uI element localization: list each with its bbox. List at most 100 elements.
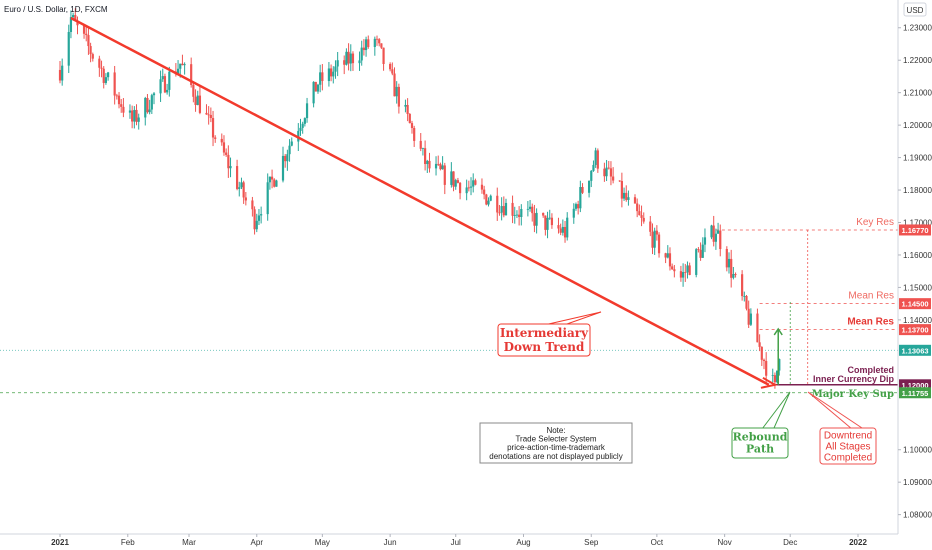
candle-body <box>765 361 768 376</box>
completed-label: Completed <box>847 365 894 375</box>
candle-body <box>441 165 444 170</box>
candle-body <box>181 63 184 66</box>
rebound-callout-text: Path <box>746 443 774 456</box>
candle-body <box>465 187 468 194</box>
x-tick-label: May <box>315 538 330 547</box>
y-tick-label: 1.08000 <box>903 511 932 520</box>
candle-body <box>347 51 350 64</box>
candle-body <box>561 226 564 233</box>
candle-body <box>640 215 643 218</box>
candle-body <box>681 272 685 278</box>
candle-body <box>133 109 136 122</box>
candle-body <box>413 128 416 141</box>
candle-body <box>655 230 658 235</box>
candle-body <box>286 154 289 162</box>
candle-body <box>699 249 702 258</box>
candle-body <box>732 274 735 278</box>
candle-body <box>367 39 370 47</box>
candle-body <box>574 204 578 209</box>
candle-body <box>74 15 77 22</box>
candle-body <box>89 46 92 55</box>
candle-body <box>651 231 654 248</box>
candle-body <box>703 237 707 245</box>
candle-body <box>513 215 516 216</box>
note-box[interactable] <box>479 422 633 464</box>
candle-body <box>76 21 79 26</box>
candle-body <box>469 186 473 188</box>
price-label-box <box>899 387 931 399</box>
candle-body <box>336 60 339 67</box>
candle-body <box>776 370 779 383</box>
key-res-label: Key Res <box>856 217 894 228</box>
candle-body <box>592 164 595 171</box>
candle-body <box>211 118 215 138</box>
candle-body <box>657 234 661 254</box>
candle-body <box>559 228 562 233</box>
y-tick-label: 1.23000 <box>903 24 932 33</box>
trendline[interactable] <box>70 16 770 386</box>
candle-body <box>625 192 628 200</box>
candle-body <box>424 148 427 165</box>
candle-body <box>743 295 746 297</box>
candle-body <box>546 217 549 230</box>
candle-body <box>275 180 278 187</box>
candle-body <box>515 214 519 216</box>
rebound-callout-box[interactable] <box>731 427 789 459</box>
candle-body <box>408 113 411 124</box>
candle-body <box>577 204 580 209</box>
candle-body <box>410 123 414 129</box>
candle-body <box>305 103 309 119</box>
candle-body <box>281 155 285 181</box>
trend-callout-box[interactable] <box>497 323 591 357</box>
candle-body <box>360 47 363 61</box>
candle-body <box>714 233 717 242</box>
candle-body <box>489 195 492 201</box>
y-tick-label: 1.14000 <box>903 316 932 325</box>
candle-body <box>61 65 64 81</box>
candle-body <box>563 226 567 238</box>
candle-body <box>244 197 247 201</box>
candle-body <box>636 203 639 212</box>
y-tick-label: 1.22000 <box>903 56 932 65</box>
candle-body <box>771 375 774 376</box>
downtrend-callout-box[interactable] <box>819 427 877 465</box>
currency-badge[interactable] <box>903 2 927 17</box>
candle-body <box>290 141 293 146</box>
candle-body <box>520 209 523 217</box>
candle-body <box>251 200 254 210</box>
x-tick-label: Mar <box>182 538 196 547</box>
candle-body <box>373 38 376 47</box>
candle-body <box>240 182 243 188</box>
candle-body <box>550 217 554 226</box>
note-text: denotations are not displayed publicly <box>489 452 622 461</box>
candle-body <box>749 313 752 325</box>
candle-body <box>544 215 547 230</box>
candle-body <box>533 213 536 226</box>
candle-body <box>642 217 645 222</box>
candle-body <box>426 160 429 165</box>
rebound-callout-text: Rebound <box>733 431 788 444</box>
candle-body <box>542 212 545 216</box>
trend-callout-text: Intermediary <box>500 326 589 340</box>
candle-body <box>330 68 333 77</box>
currency-label: USD <box>907 6 924 15</box>
candle-body <box>332 71 335 77</box>
candle-body <box>288 145 291 155</box>
candle-body <box>472 180 475 187</box>
price-label-box <box>899 344 931 356</box>
candle-body <box>152 93 156 96</box>
candle-body <box>404 104 407 107</box>
candle-body <box>511 202 514 216</box>
candle-body <box>531 206 534 214</box>
y-tick-label: 1.10000 <box>903 446 932 455</box>
candle-body <box>135 109 138 122</box>
candle-body <box>321 72 324 82</box>
candle-body <box>716 230 720 234</box>
candle-body <box>225 152 228 155</box>
candle-body <box>487 200 490 205</box>
candle-body <box>679 271 683 278</box>
candle-body <box>319 72 322 85</box>
candle-body <box>260 214 263 216</box>
